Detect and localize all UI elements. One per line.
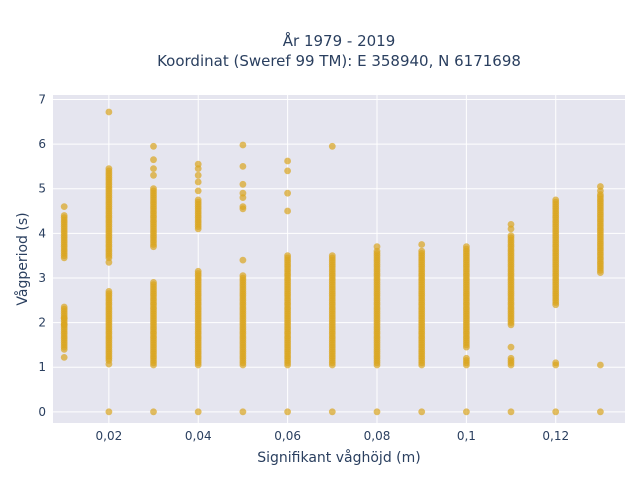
data-point: [328, 252, 336, 260]
data-point: [597, 361, 604, 369]
data-point: [239, 408, 247, 416]
data-point: [194, 408, 202, 416]
x-tick-label: 0,08: [364, 429, 391, 443]
data-point: [150, 171, 157, 179]
data-point: [463, 243, 470, 251]
data-point: [150, 279, 157, 286]
x-tick-label: 0,04: [185, 429, 212, 443]
data-point: [60, 203, 68, 211]
data-point: [105, 408, 113, 416]
data-point: [373, 408, 381, 416]
y-tick-label: 3: [38, 271, 46, 285]
data-point: [418, 247, 426, 255]
data-point: [507, 408, 515, 416]
data-point: [60, 314, 68, 322]
data-point: [150, 165, 157, 173]
x-axis-ticks: 0,02 0,04 0,06 0,08 0,1 0,12: [96, 429, 570, 443]
data-point: [194, 171, 202, 179]
y-tick-label: 1: [38, 360, 46, 374]
data-point: [194, 196, 202, 204]
data-point: [60, 303, 68, 311]
data-point: [150, 185, 157, 193]
data-point: [150, 243, 157, 251]
data-point: [194, 187, 202, 195]
x-axis-title: Signifikant våghöjd (m): [257, 449, 420, 466]
data-points: [60, 108, 604, 416]
data-point: [597, 187, 604, 195]
y-tick-label: 4: [38, 226, 46, 240]
data-point: [60, 321, 68, 329]
data-point: [239, 272, 247, 280]
data-point: [105, 258, 113, 266]
data-point: [60, 212, 68, 219]
y-tick-label: 0: [38, 405, 46, 419]
y-axis-title: Vågperiod (s): [14, 212, 31, 305]
data-point: [552, 196, 560, 204]
data-point: [194, 178, 202, 186]
data-point: [239, 256, 247, 264]
data-point: [418, 241, 426, 248]
x-tick-label: 0,1: [457, 429, 476, 443]
data-point: [373, 243, 381, 251]
plot-area: [53, 95, 625, 423]
data-point: [239, 205, 247, 213]
data-point: [239, 180, 247, 188]
data-point: [150, 408, 157, 416]
data-point: [507, 343, 515, 351]
data-point: [507, 232, 515, 240]
data-point: [597, 408, 604, 416]
data-point: [194, 267, 202, 275]
data-point: [507, 225, 515, 233]
x-tick-label: 0,06: [274, 429, 301, 443]
y-tick-label: 2: [38, 316, 46, 330]
data-point: [284, 252, 291, 260]
chart-title-line-1: År 1979 - 2019: [283, 31, 396, 50]
data-point: [150, 156, 157, 164]
data-point: [463, 354, 470, 362]
data-point: [328, 408, 336, 416]
x-tick-label: 0,02: [96, 429, 123, 443]
data-point: [552, 359, 560, 367]
data-point: [328, 142, 336, 150]
data-point: [194, 165, 202, 173]
data-point: [418, 408, 426, 416]
y-tick-label: 7: [38, 92, 46, 106]
data-point: [105, 288, 113, 295]
data-point: [284, 167, 291, 175]
data-point: [284, 408, 291, 416]
y-tick-label: 5: [38, 182, 46, 196]
chart-title-line-2: Koordinat (Sweref 99 TM): E 358940, N 61…: [157, 52, 521, 70]
data-point: [463, 408, 470, 416]
data-point: [105, 360, 113, 368]
data-point: [284, 207, 291, 215]
x-tick-label: 0,12: [542, 429, 569, 443]
data-point: [552, 408, 560, 416]
data-point: [150, 142, 157, 150]
data-point: [105, 165, 113, 173]
y-axis-ticks: 0 1 2 3 4 5 6 7: [38, 92, 46, 418]
data-point: [284, 157, 291, 165]
y-tick-label: 6: [38, 137, 46, 151]
data-point: [507, 354, 515, 362]
data-point: [239, 163, 247, 170]
data-point: [239, 194, 247, 202]
data-point: [239, 141, 247, 149]
data-point: [284, 189, 291, 197]
grid-lines: [53, 95, 625, 423]
data-point: [60, 354, 68, 361]
data-point: [105, 108, 113, 116]
